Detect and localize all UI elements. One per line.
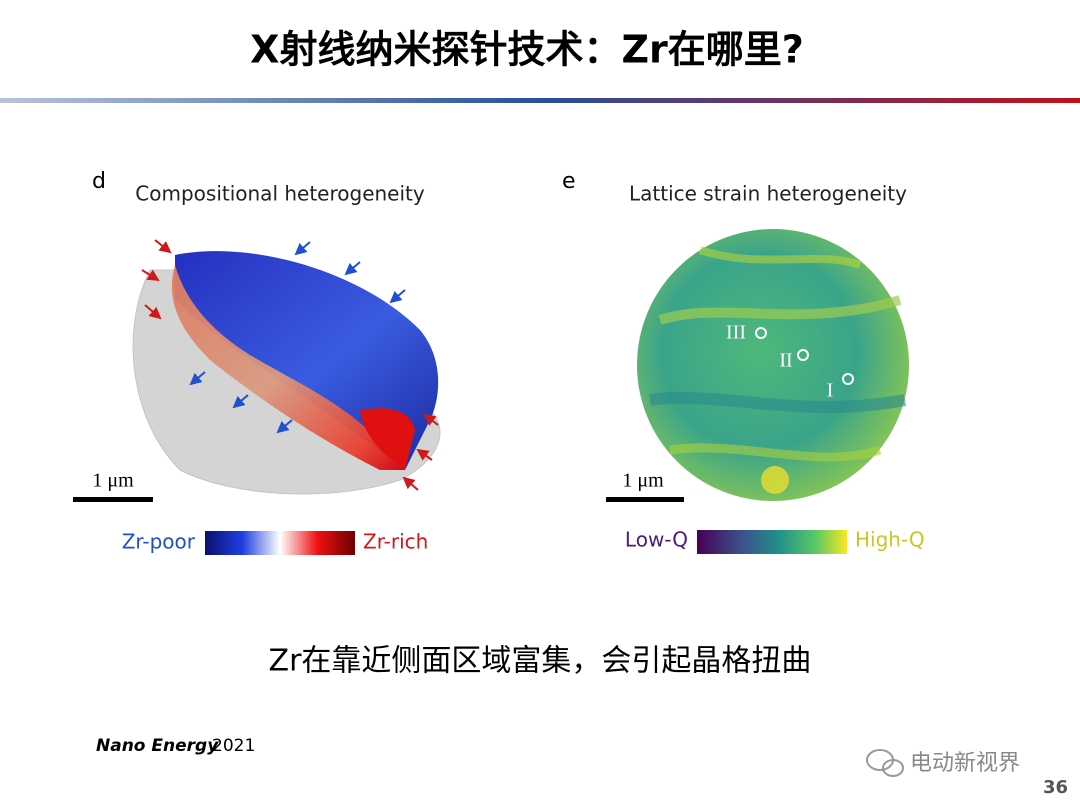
page-number: 36 [1043, 777, 1068, 798]
title-rule [0, 98, 1080, 103]
citation-year: 2021 [212, 736, 255, 756]
scale-bar-label: 1 μm [622, 470, 664, 492]
watermark: 电动新视界 [910, 751, 1020, 776]
scale-bar [73, 497, 153, 502]
caption: Zr在靠近侧面区域富集，会引起晶格扭曲 [269, 644, 812, 679]
arrows [141, 239, 439, 491]
panel-label: d [92, 169, 106, 194]
scale-bar-label: 1 μm [92, 470, 134, 492]
colorbar [205, 531, 355, 555]
citation-journal: Nano Energy [96, 736, 219, 756]
marker-label: III [726, 322, 746, 344]
marker-label: I [827, 380, 834, 402]
slide-title: X射线纳米探针技术：Zr在哪里? [250, 28, 804, 72]
colorbar-low-label: Low-Q [625, 528, 688, 552]
panel-title: Compositional heterogeneity [135, 182, 425, 206]
colorbar-low-label: Zr-poor [122, 530, 196, 554]
colorbar-high-label: High-Q [855, 528, 925, 552]
panel-label: e [562, 169, 576, 194]
scale-bar [606, 497, 684, 502]
colorbar [697, 530, 847, 554]
strain-map [637, 229, 909, 501]
particle-render [132, 251, 441, 495]
marker-label: II [779, 350, 792, 372]
panel-title: Lattice strain heterogeneity [629, 182, 907, 206]
watermark-icon [866, 749, 904, 777]
colorbar-high-label: Zr-rich [363, 530, 428, 554]
